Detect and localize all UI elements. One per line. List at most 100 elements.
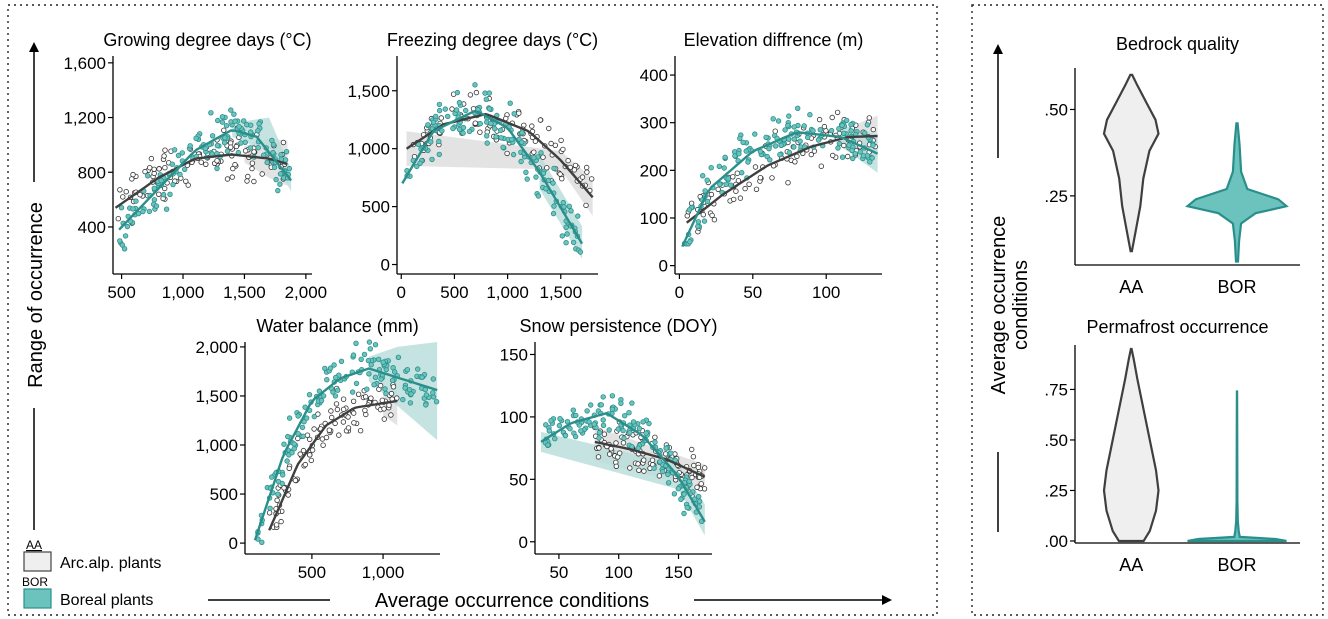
bor-point bbox=[609, 406, 616, 412]
aa-point bbox=[546, 125, 552, 132]
aa-point bbox=[845, 153, 851, 160]
bor-point bbox=[353, 340, 359, 346]
y-tick-label: .25 bbox=[1044, 187, 1068, 206]
bor-point bbox=[175, 152, 182, 159]
bor-point bbox=[652, 439, 658, 445]
aa-point bbox=[315, 411, 321, 417]
bor-point bbox=[430, 390, 436, 396]
bor-point bbox=[550, 210, 557, 217]
aa-point bbox=[278, 518, 284, 525]
bor-point bbox=[791, 144, 797, 150]
bor-point bbox=[869, 155, 875, 161]
bor-point bbox=[275, 187, 281, 194]
bor-point bbox=[807, 111, 813, 118]
x-category-label: AA bbox=[1119, 555, 1143, 575]
bor-point bbox=[275, 478, 282, 485]
bor-point bbox=[338, 358, 345, 364]
bor-point bbox=[365, 357, 372, 364]
aa-point bbox=[601, 431, 608, 437]
bor-point bbox=[163, 206, 170, 212]
chart-panel-1: Freezing degree days (°C) 0 500 1,000 1,500 0… bbox=[347, 30, 598, 302]
bor-point bbox=[546, 428, 552, 434]
x-tick-label: 1,500 bbox=[223, 283, 266, 302]
bor-point bbox=[817, 126, 823, 133]
bor-point bbox=[785, 122, 791, 129]
bor-point bbox=[836, 125, 842, 132]
aa-point bbox=[280, 139, 287, 146]
y-tick-label: .50 bbox=[1044, 100, 1068, 119]
bor-point bbox=[436, 138, 442, 145]
bor-point bbox=[456, 126, 463, 133]
aa-point bbox=[689, 474, 695, 481]
aa-point bbox=[394, 395, 400, 401]
bor-point bbox=[267, 505, 273, 511]
aa-point bbox=[537, 117, 544, 123]
bor-point bbox=[436, 101, 443, 108]
aa-point bbox=[162, 147, 168, 153]
bor-point bbox=[815, 137, 822, 143]
bor-point bbox=[486, 90, 492, 96]
aa-point bbox=[641, 468, 647, 474]
aa-point bbox=[259, 171, 265, 177]
x-tick-label: 2,000 bbox=[285, 283, 328, 302]
y-tick-label: 1,500 bbox=[347, 82, 390, 101]
aa-point bbox=[715, 186, 721, 192]
bor-point bbox=[232, 118, 238, 124]
bor-violin bbox=[1185, 122, 1289, 263]
bor-point bbox=[187, 143, 193, 149]
bor-point bbox=[739, 169, 745, 176]
legend-aa-swatch bbox=[23, 551, 52, 572]
bor-point bbox=[681, 491, 687, 497]
bor-point bbox=[124, 223, 131, 230]
bor-point bbox=[836, 140, 843, 147]
aa-point bbox=[120, 194, 126, 200]
aa-point bbox=[242, 148, 249, 154]
x-tick-label: 1,000 bbox=[486, 283, 529, 302]
bor-point bbox=[144, 173, 151, 179]
y-tick-label: 800 bbox=[78, 163, 106, 182]
bor-point bbox=[380, 359, 386, 365]
bor-point bbox=[414, 163, 420, 170]
x-tick-label: 150 bbox=[664, 563, 692, 582]
bor-point bbox=[563, 239, 569, 246]
aa-point bbox=[772, 128, 778, 134]
bor-point bbox=[740, 139, 746, 146]
y-tick-label: 400 bbox=[640, 66, 668, 85]
bor-point bbox=[618, 400, 624, 406]
aa-point bbox=[156, 191, 162, 197]
bor-point bbox=[181, 166, 188, 172]
aa-point bbox=[438, 115, 444, 121]
bor-point bbox=[686, 478, 692, 485]
chart-title: Snow persistence (DOY) bbox=[519, 316, 717, 336]
aa-point bbox=[627, 465, 633, 471]
bor-point bbox=[286, 165, 293, 172]
bor-point bbox=[404, 367, 411, 373]
aa-point bbox=[311, 426, 317, 432]
bor-point bbox=[221, 139, 228, 146]
bor-point bbox=[545, 177, 552, 184]
bor-point bbox=[463, 107, 469, 114]
aa-point bbox=[244, 178, 250, 184]
bor-point bbox=[695, 223, 701, 230]
aa-point bbox=[323, 434, 330, 441]
bor-point bbox=[283, 148, 290, 155]
aa-point bbox=[161, 185, 168, 192]
bor-point bbox=[466, 128, 473, 135]
bor-point bbox=[135, 210, 142, 217]
aa-point bbox=[540, 154, 546, 160]
aa-point bbox=[565, 157, 571, 164]
legend-bor-abbrev: BOR bbox=[22, 575, 48, 589]
bor-point bbox=[791, 124, 797, 130]
bor-confidence-ribbon bbox=[540, 431, 705, 536]
aa-point bbox=[746, 181, 752, 187]
bor-point bbox=[643, 430, 649, 436]
bor-point bbox=[606, 427, 612, 433]
aa-point bbox=[320, 442, 326, 448]
bor-point bbox=[651, 465, 657, 471]
bor-point bbox=[551, 203, 557, 209]
aa-point bbox=[273, 522, 280, 528]
y-tick-label: 1,000 bbox=[195, 436, 238, 455]
bor-point bbox=[524, 176, 530, 182]
bor-point bbox=[402, 385, 408, 391]
aa-point bbox=[702, 465, 708, 471]
